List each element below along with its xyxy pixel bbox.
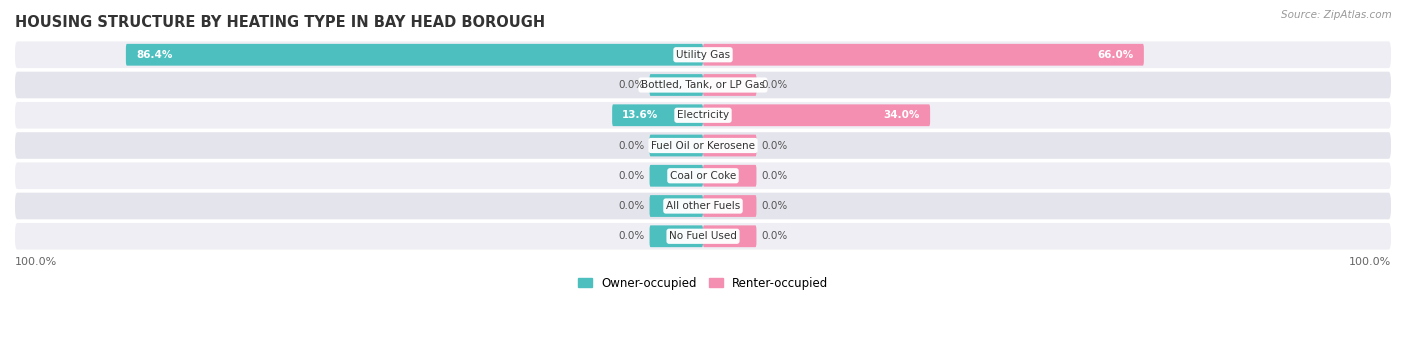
Text: 0.0%: 0.0% [619, 80, 644, 90]
Text: 0.0%: 0.0% [619, 140, 644, 151]
FancyBboxPatch shape [15, 132, 1391, 159]
Text: All other Fuels: All other Fuels [666, 201, 740, 211]
Text: 0.0%: 0.0% [619, 201, 644, 211]
Text: 0.0%: 0.0% [762, 231, 787, 241]
FancyBboxPatch shape [703, 135, 756, 156]
Text: Bottled, Tank, or LP Gas: Bottled, Tank, or LP Gas [641, 80, 765, 90]
FancyBboxPatch shape [703, 44, 1144, 66]
FancyBboxPatch shape [127, 44, 703, 66]
Text: 0.0%: 0.0% [762, 171, 787, 181]
FancyBboxPatch shape [15, 72, 1391, 98]
Text: 0.0%: 0.0% [762, 140, 787, 151]
Text: 66.0%: 66.0% [1098, 50, 1133, 60]
Text: 86.4%: 86.4% [136, 50, 173, 60]
Text: Source: ZipAtlas.com: Source: ZipAtlas.com [1281, 10, 1392, 20]
FancyBboxPatch shape [650, 165, 703, 187]
FancyBboxPatch shape [15, 41, 1391, 68]
FancyBboxPatch shape [650, 135, 703, 156]
FancyBboxPatch shape [650, 225, 703, 247]
FancyBboxPatch shape [612, 104, 703, 126]
Legend: Owner-occupied, Renter-occupied: Owner-occupied, Renter-occupied [572, 272, 834, 294]
Text: Fuel Oil or Kerosene: Fuel Oil or Kerosene [651, 140, 755, 151]
FancyBboxPatch shape [650, 74, 703, 96]
Text: 100.0%: 100.0% [15, 257, 58, 268]
FancyBboxPatch shape [15, 193, 1391, 219]
FancyBboxPatch shape [15, 223, 1391, 250]
FancyBboxPatch shape [703, 165, 756, 187]
Text: 0.0%: 0.0% [619, 171, 644, 181]
Text: Utility Gas: Utility Gas [676, 50, 730, 60]
FancyBboxPatch shape [703, 225, 756, 247]
FancyBboxPatch shape [15, 102, 1391, 129]
FancyBboxPatch shape [703, 74, 756, 96]
Text: 13.6%: 13.6% [623, 110, 658, 120]
Text: 0.0%: 0.0% [619, 231, 644, 241]
FancyBboxPatch shape [650, 195, 703, 217]
Text: Coal or Coke: Coal or Coke [669, 171, 737, 181]
Text: 34.0%: 34.0% [884, 110, 920, 120]
FancyBboxPatch shape [703, 104, 931, 126]
Text: No Fuel Used: No Fuel Used [669, 231, 737, 241]
Text: 100.0%: 100.0% [1348, 257, 1391, 268]
FancyBboxPatch shape [703, 195, 756, 217]
Text: 0.0%: 0.0% [762, 80, 787, 90]
Text: HOUSING STRUCTURE BY HEATING TYPE IN BAY HEAD BOROUGH: HOUSING STRUCTURE BY HEATING TYPE IN BAY… [15, 15, 546, 30]
Text: 0.0%: 0.0% [762, 201, 787, 211]
Text: Electricity: Electricity [676, 110, 730, 120]
FancyBboxPatch shape [15, 163, 1391, 189]
